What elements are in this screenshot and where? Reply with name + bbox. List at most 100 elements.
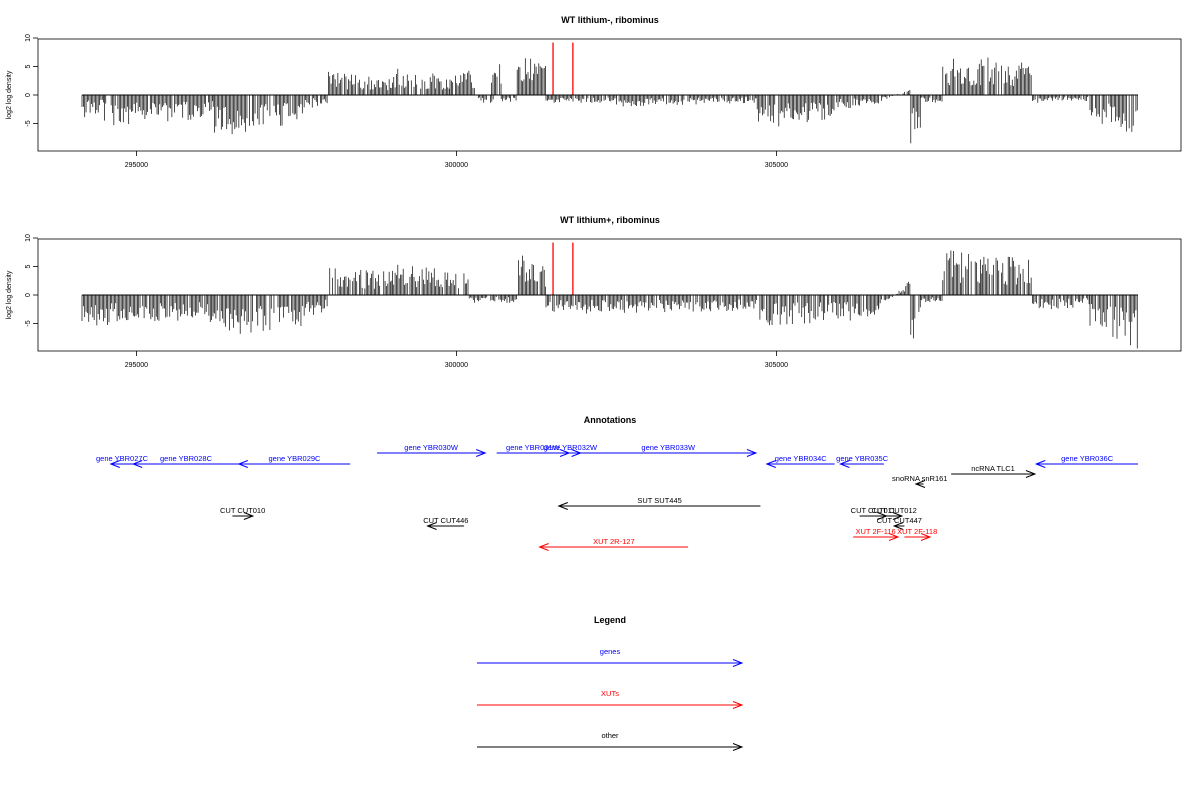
feature-label: gene YBR032W <box>543 443 598 452</box>
legend-entry: genes <box>477 647 744 667</box>
annotation-feature: CUT CUT012 <box>872 506 917 520</box>
feature-arrow-arrowhead <box>131 460 143 468</box>
x-tick-label: 295000 <box>125 362 148 369</box>
y-tick-label: 10 <box>25 34 32 42</box>
feature-arrow-arrowhead <box>892 512 904 520</box>
y-tick-label: 10 <box>25 234 32 242</box>
annotation-feature: gene YBR032W <box>543 443 598 457</box>
feature-arrow-arrowhead <box>914 480 926 488</box>
annotation-feature: SUT SUT445 <box>557 496 761 510</box>
feature-arrow-arrowhead <box>557 502 568 510</box>
feature-arrow-arrowhead <box>765 460 776 468</box>
legend-entry: other <box>477 731 744 751</box>
feature-label: CUT CUT012 <box>872 506 917 515</box>
x-tick-label: 300000 <box>445 162 468 169</box>
feature-label: gene YBR036C <box>1061 454 1114 463</box>
annotation-features: gene YBR027C gene YBR028C gene YBR029C gene… <box>96 443 1138 551</box>
feature-label: gene YBR029C <box>268 454 321 463</box>
legend-label: genes <box>600 647 621 656</box>
feature-arrow-arrowhead <box>746 449 758 457</box>
feature-label: XUT 2F-118 <box>897 527 937 536</box>
x-tick-label: 300000 <box>445 362 468 369</box>
x-axis: 295000 300000 305000 <box>125 151 788 169</box>
feature-arrow-arrowhead <box>1025 470 1037 478</box>
y-axis: -5 0 5 10 <box>25 234 38 327</box>
annotation-feature: gene YBR033W <box>580 443 758 457</box>
annotations-panel: Annotations gene YBR027C gene YBR028C gene… <box>96 415 1138 551</box>
legend-arrow-arrowhead <box>732 659 744 667</box>
annotation-feature: gene YBR028C <box>131 454 239 468</box>
feature-arrow-arrowhead <box>1034 460 1046 468</box>
annotation-feature: gene YBR029C <box>237 454 351 468</box>
feature-arrow-arrowhead <box>476 449 487 457</box>
y-axis-label: log2 log density <box>6 270 13 319</box>
legend-title: Legend <box>594 615 626 625</box>
feature-label: gene YBR034C <box>775 454 828 463</box>
feature-label: CUT CUT010 <box>220 506 265 515</box>
legend-arrow-arrowhead <box>732 743 744 751</box>
annotation-feature: CUT CUT010 <box>220 506 265 520</box>
feature-arrow-arrowhead <box>237 460 248 468</box>
feature-arrow-arrowhead <box>243 512 255 520</box>
annotations-title: Annotations <box>584 415 637 425</box>
feature-label: snoRNA snR161 <box>892 474 947 483</box>
legend-panel: Legend genes XUTs other <box>477 615 744 751</box>
legend-label: XUTs <box>601 689 619 698</box>
y-tick-label: 0 <box>25 93 32 97</box>
feature-arrow-arrowhead <box>839 460 850 468</box>
y-tick-label: 5 <box>25 264 32 268</box>
legend-arrow-arrowhead <box>732 701 744 709</box>
feature-label: gene YBR027C <box>96 454 149 463</box>
feature-arrow-arrowhead <box>426 522 437 530</box>
legend-entry: XUTs <box>477 689 744 709</box>
coverage-bars <box>81 57 1138 144</box>
feature-arrow-arrowhead <box>888 533 900 541</box>
annotation-feature: XUT 2F-118 <box>897 527 937 541</box>
feature-label: gene YBR031W <box>506 443 561 452</box>
coverage-panel-lithium-minus: WT lithium-, ribominus log2 log density … <box>6 15 1182 169</box>
annotation-feature: XUT 2R-127 <box>538 537 689 551</box>
feature-label: gene YBR030W <box>404 443 459 452</box>
y-tick-label: 5 <box>25 64 32 68</box>
y-axis: -5 0 5 10 <box>25 34 38 127</box>
feature-label: CUT CUT447 <box>877 516 922 525</box>
y-tick-label: -5 <box>25 320 32 326</box>
feature-label: SUT SUT445 <box>637 496 681 505</box>
x-axis: 295000 300000 305000 <box>125 351 788 369</box>
feature-label: CUT CUT011 <box>851 506 896 515</box>
feature-arrow-arrowhead <box>109 460 120 468</box>
feature-arrow-arrowhead <box>920 533 932 541</box>
feature-label: gene YBR035C <box>836 454 889 463</box>
feature-label: gene YBR028C <box>160 454 213 463</box>
feature-label: XUT 2F-116 <box>856 527 896 536</box>
annotation-feature: CUT CUT446 <box>423 516 468 530</box>
annotation-feature: gene YBR027C <box>96 454 149 468</box>
feature-arrow-arrowhead <box>892 522 904 530</box>
position-markers <box>552 42 574 95</box>
chart-title: WT lithium-, ribominus <box>561 15 659 25</box>
annotation-feature: snoRNA snR161 <box>892 474 947 488</box>
x-tick-label: 295000 <box>125 162 148 169</box>
coverage-panel-lithium-plus: WT lithium+, ribominus log2 log density … <box>6 215 1182 369</box>
annotation-feature: CUT CUT447 <box>877 516 922 530</box>
coverage-bars <box>81 250 1138 349</box>
y-tick-label: -5 <box>25 120 32 126</box>
x-tick-label: 305000 <box>765 162 788 169</box>
feature-label: CUT CUT446 <box>423 516 468 525</box>
annotation-feature: gene YBR030W <box>377 443 487 457</box>
feature-label: ncRNA TLC1 <box>971 464 1015 473</box>
annotation-feature: ncRNA TLC1 <box>951 464 1037 478</box>
annotation-feature: gene YBR035C <box>836 454 889 468</box>
annotation-feature: gene YBR036C <box>1034 454 1138 468</box>
annotation-feature: XUT 2F-116 <box>853 527 900 541</box>
annotation-feature: gene YBR034C <box>765 454 835 468</box>
y-axis-label: log2 log density <box>6 70 13 119</box>
legend-entries: genes XUTs other <box>477 647 744 751</box>
feature-label: gene YBR033W <box>641 443 696 452</box>
position-markers <box>552 242 574 295</box>
chart-title: WT lithium+, ribominus <box>560 215 660 225</box>
y-tick-label: 0 <box>25 293 32 297</box>
feature-label: XUT 2R-127 <box>593 537 635 546</box>
x-tick-label: 305000 <box>765 362 788 369</box>
